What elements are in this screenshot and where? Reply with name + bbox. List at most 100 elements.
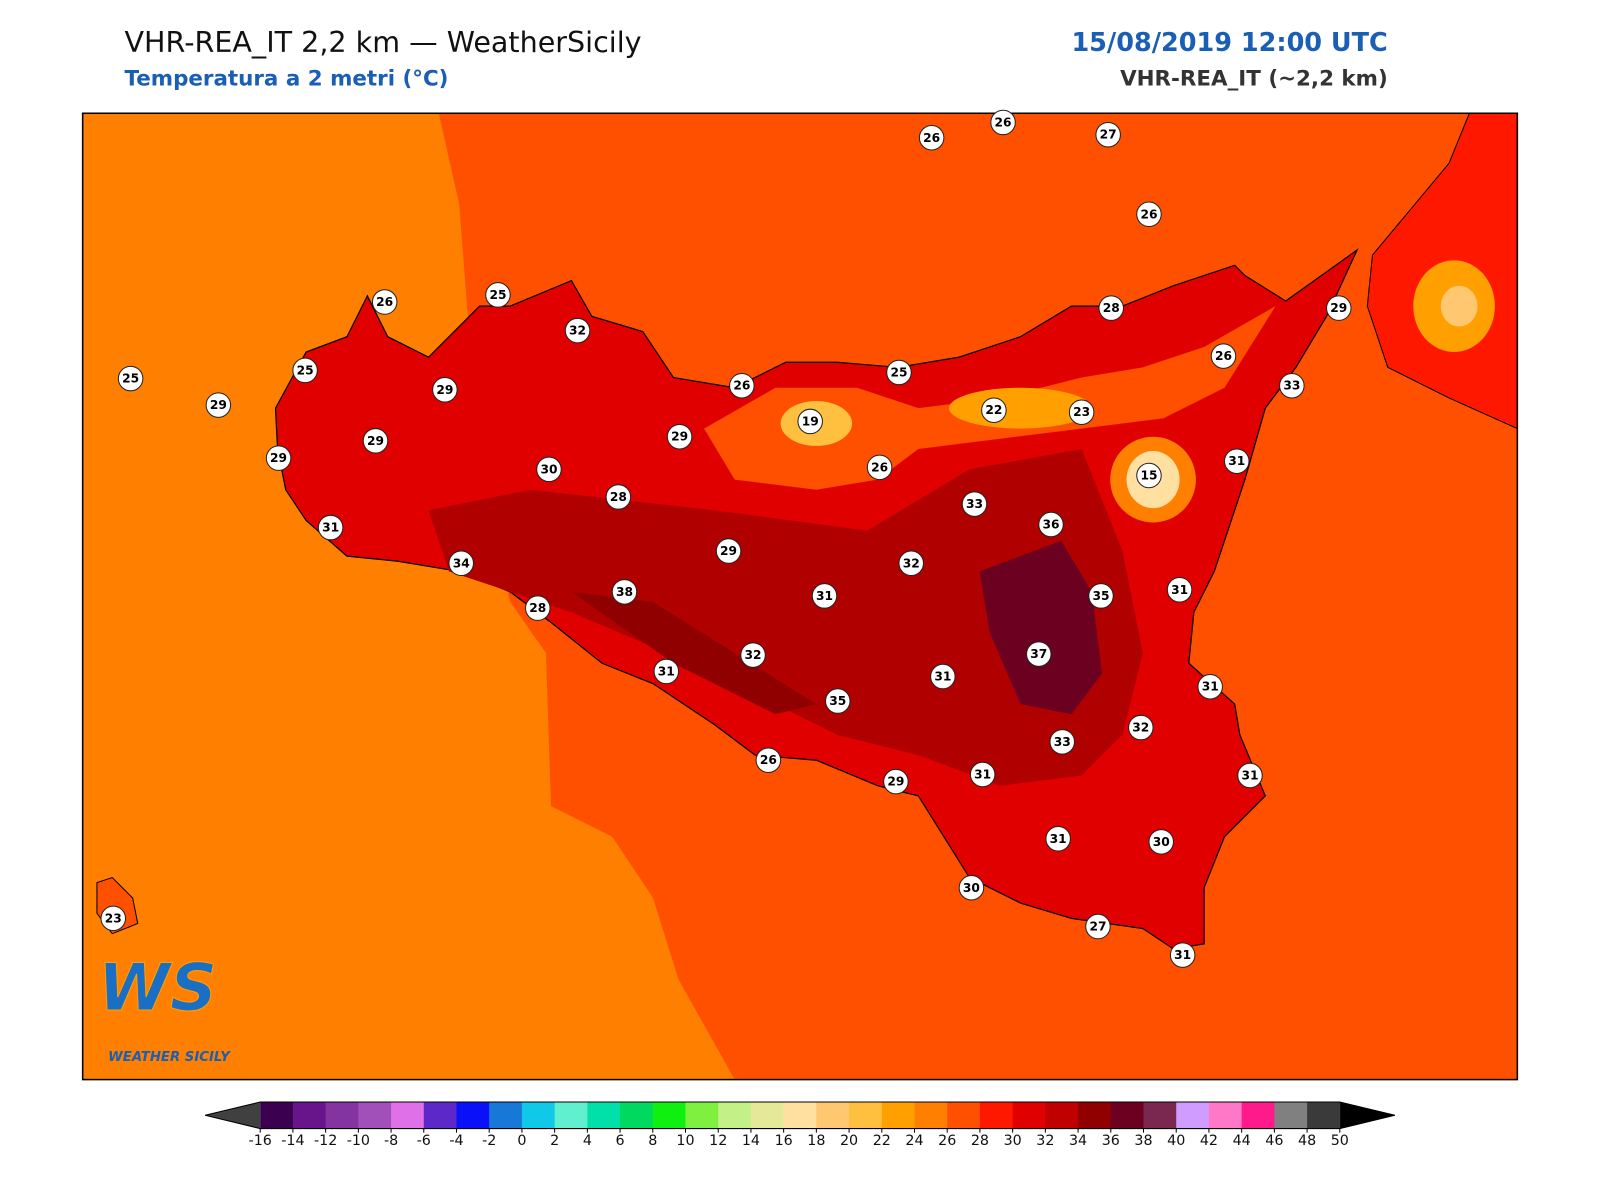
very-hot-zone: [571, 591, 817, 715]
station-value: 38: [616, 585, 633, 599]
station: 32: [564, 317, 591, 344]
station-marker: [1068, 399, 1095, 425]
station-marker: [958, 875, 985, 901]
station-value: 26: [1215, 349, 1232, 363]
colorbar-tick-label: 30: [1004, 1133, 1022, 1149]
station-marker: [990, 109, 1016, 136]
station-marker: [205, 392, 232, 418]
station-marker: [1169, 942, 1196, 968]
station-value: 26: [760, 753, 777, 767]
station-value: 31: [322, 521, 339, 535]
colorbar-segment: [358, 1102, 392, 1129]
station: 26: [729, 372, 755, 399]
colorbar-tick-label: 34: [1069, 1133, 1087, 1149]
colorbar-tick-label: 42: [1200, 1133, 1218, 1149]
colorbar-segment: [718, 1102, 752, 1129]
colorbar-segment: [1110, 1102, 1145, 1129]
colorbar-tick-label: -2: [482, 1133, 496, 1149]
station-marker: [605, 484, 632, 510]
station: 28: [525, 595, 551, 621]
station-value: 31: [1174, 948, 1191, 962]
station-marker: [797, 408, 823, 435]
colorbar-outline: [204, 1101, 1396, 1130]
station: 31: [1166, 577, 1193, 603]
station: 32: [740, 642, 766, 668]
colorbar-segment: [456, 1102, 490, 1129]
station: 36: [1038, 511, 1064, 538]
station: 28: [1098, 295, 1124, 321]
colorbar-over: [1339, 1102, 1395, 1129]
station-marker: [1279, 372, 1305, 399]
station-marker: [755, 747, 782, 773]
station: 26: [866, 454, 893, 481]
colorbar-tick-label: -14: [281, 1133, 304, 1149]
station-value: 29: [720, 544, 737, 558]
station-value: 31: [1050, 832, 1067, 846]
station-marker: [981, 397, 1007, 423]
station-marker: [448, 550, 474, 577]
station-value: 23: [1073, 405, 1090, 419]
colorbar-tick-label: 16: [775, 1133, 793, 1149]
station-marker: [886, 359, 912, 386]
station-marker: [1098, 295, 1124, 321]
station-value: 32: [569, 324, 586, 338]
station: 30: [536, 456, 562, 483]
station-value: 31: [658, 664, 675, 678]
station-marker: [1326, 295, 1352, 321]
station: 30: [1148, 829, 1174, 855]
colorbar-segment: [620, 1102, 654, 1129]
colorbar-tick-label: -6: [417, 1133, 431, 1149]
station-value: 29: [367, 434, 384, 448]
station: 29: [265, 445, 292, 471]
station-marker: [1088, 583, 1114, 609]
station: 34: [448, 550, 474, 577]
colorbar-segment: [1241, 1102, 1275, 1129]
colorbar-tick-label: 0: [517, 1133, 526, 1149]
colorbar-under: [205, 1102, 261, 1129]
station-value: 15: [1140, 469, 1157, 483]
colorbar-segment: [1045, 1102, 1079, 1129]
colorbar-tick-label: -10: [347, 1133, 370, 1149]
station-marker: [1026, 641, 1052, 667]
hot-zone: [428, 448, 1143, 786]
colorbar-tick-label: 4: [583, 1133, 592, 1149]
station: 30: [958, 875, 985, 901]
station: 27: [1095, 121, 1121, 148]
station: 15: [1136, 462, 1162, 489]
station-marker: [1237, 762, 1263, 789]
station-marker: [1197, 673, 1223, 700]
station-value: 27: [1089, 920, 1106, 934]
station: 29: [883, 768, 909, 795]
station-value: 30: [1153, 835, 1170, 849]
station-marker: [883, 768, 909, 795]
colorbar-tick-label: 18: [807, 1133, 825, 1149]
colorbar-tick-label: 48: [1298, 1133, 1316, 1149]
colorbar-tick-label: 8: [648, 1133, 657, 1149]
station-value: 22: [985, 403, 1002, 417]
colorbar-segment: [1078, 1102, 1112, 1129]
station-marker: [100, 905, 127, 932]
colorbar-tick-label: 38: [1134, 1133, 1152, 1149]
station-value: 25: [489, 288, 506, 302]
station: 31: [1045, 826, 1071, 852]
station-marker: [292, 357, 318, 384]
colorbar-tick-label: -4: [449, 1133, 463, 1149]
station: 26: [371, 289, 398, 315]
station-marker: [918, 125, 945, 151]
datetime: 15/08/2019 12:00 UTC: [1071, 28, 1387, 58]
station-value: 26: [923, 131, 940, 145]
station: 23: [100, 905, 127, 932]
station-value: 31: [1171, 583, 1188, 597]
station-marker: [1085, 913, 1111, 940]
station: 26: [918, 125, 945, 151]
station-value: 25: [297, 363, 314, 377]
station: 25: [886, 359, 912, 386]
station-marker: [666, 423, 693, 450]
station: 27: [1085, 913, 1111, 940]
station-value: 27: [1100, 128, 1117, 142]
station: 29: [715, 538, 742, 564]
colorbar-segment: [1307, 1102, 1341, 1129]
station-value: 26: [1140, 207, 1157, 221]
station-marker: [1148, 829, 1174, 855]
